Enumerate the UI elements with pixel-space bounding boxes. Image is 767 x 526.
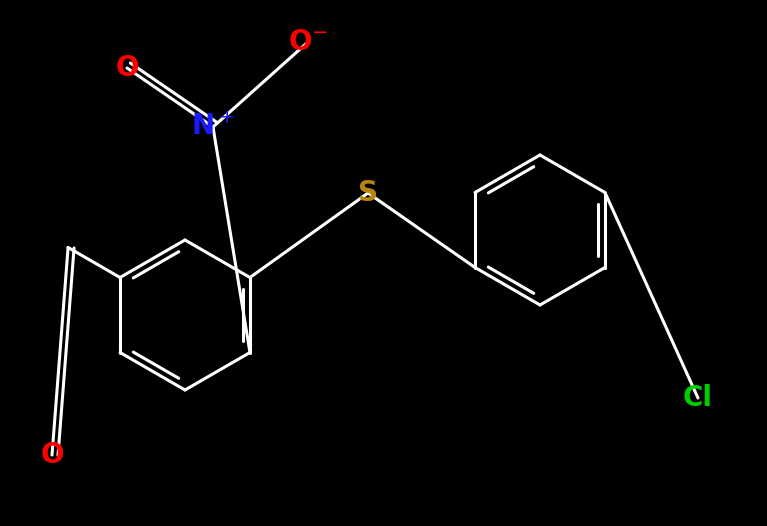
Text: O: O [115,54,139,82]
Text: O$^{-}$: O$^{-}$ [288,28,328,56]
Text: S: S [358,179,378,207]
Text: O: O [40,441,64,469]
Text: Cl: Cl [683,384,713,412]
Text: N$^+$: N$^+$ [191,113,235,141]
